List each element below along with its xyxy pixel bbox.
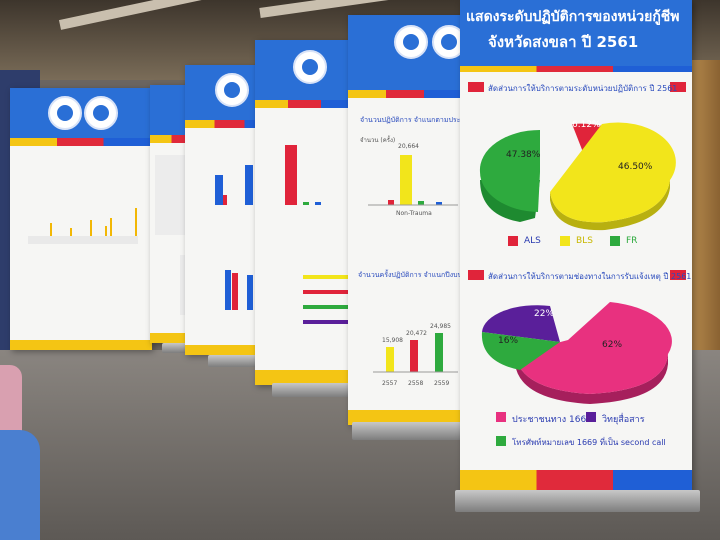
main-banner: แสดงระดับปฏิบัติการของหน่วยกู้ชีพ จังหวั… xyxy=(460,0,692,495)
pie2-label-second-call: 16% xyxy=(498,336,519,346)
banner2-legend: 2558 xyxy=(408,380,424,387)
pie-chart-levels xyxy=(479,122,676,231)
section2-title: สัดส่วนการให้บริการตามช่องทางในการรับแจ้… xyxy=(488,272,692,281)
banner2-bar-value: 20,664 xyxy=(398,143,419,150)
pie2-label-public: 62% xyxy=(602,340,623,350)
banner2-axis-label: Non-Trauma xyxy=(396,210,432,217)
banner2-section1-title: จำนวนปฏิบัติการ จำแนกตามประเภทและผลผู้ป่… xyxy=(360,116,463,124)
banner2-legend: 2559 xyxy=(434,380,450,387)
legend-public-label: ประชาชนทาง 1669 xyxy=(512,415,592,425)
legend-fr-swatch xyxy=(610,236,620,246)
legend-radio-swatch xyxy=(586,412,596,422)
banner2-sub-label: จำนวน (ครั้ง) xyxy=(360,137,396,144)
section2-marker xyxy=(468,270,484,280)
legend-bls-label: BLS xyxy=(576,236,593,246)
legend-bls-swatch xyxy=(560,236,570,246)
section2-marker xyxy=(670,270,686,280)
banner2-value: 20,472 xyxy=(406,330,427,337)
banner2-legend: 2557 xyxy=(382,380,398,387)
banner-second: จำนวนปฏิบัติการ จำแนกตามประเภทและผลผู้ป่… xyxy=(348,15,463,425)
main-banner-base xyxy=(455,490,700,512)
legend-fr-label: FR xyxy=(626,236,638,246)
banner2-value: 15,908 xyxy=(382,337,403,344)
pie1-label-als: 6.12% xyxy=(572,120,601,130)
legend-radio-label: วิทยุสื่อสาร xyxy=(602,415,645,425)
pie1-label-fr: 47.38% xyxy=(506,150,541,160)
section1-title: สัดส่วนการให้บริการตามระดับหน่วยปฏิบัติก… xyxy=(488,84,678,93)
pie-chart-channels xyxy=(481,302,672,404)
section1-marker xyxy=(468,82,484,92)
section1-marker xyxy=(670,82,686,92)
legend-als-swatch xyxy=(508,236,518,246)
banner-base xyxy=(352,422,464,440)
legend-public-swatch xyxy=(496,412,506,422)
main-title-line2: จังหวัดสงขลา ปี 2561 xyxy=(488,33,639,51)
blue-cloth xyxy=(0,430,40,540)
banner-base xyxy=(272,383,358,397)
pie2-label-radio: 22% xyxy=(534,309,555,319)
mini-bar-chart xyxy=(10,208,152,350)
pie1-label-bls: 46.50% xyxy=(618,162,653,172)
banner2-value: 24,985 xyxy=(430,323,451,330)
legend-second-call-label: โทรศัพท์หมายเลข 1669 ที่เป็น second call xyxy=(512,438,666,447)
legend-als-label: ALS xyxy=(524,236,541,246)
legend-second-call-swatch xyxy=(496,436,506,446)
banner-far-left xyxy=(10,88,152,350)
main-title-line1: แสดงระดับปฏิบัติการของหน่วยกู้ชีพ xyxy=(466,9,680,25)
banner-center xyxy=(255,40,355,385)
banner2-section2-title: จำนวนครั้งปฏิบัติการ จำแนกปีงบประมาณ 255… xyxy=(358,271,463,279)
